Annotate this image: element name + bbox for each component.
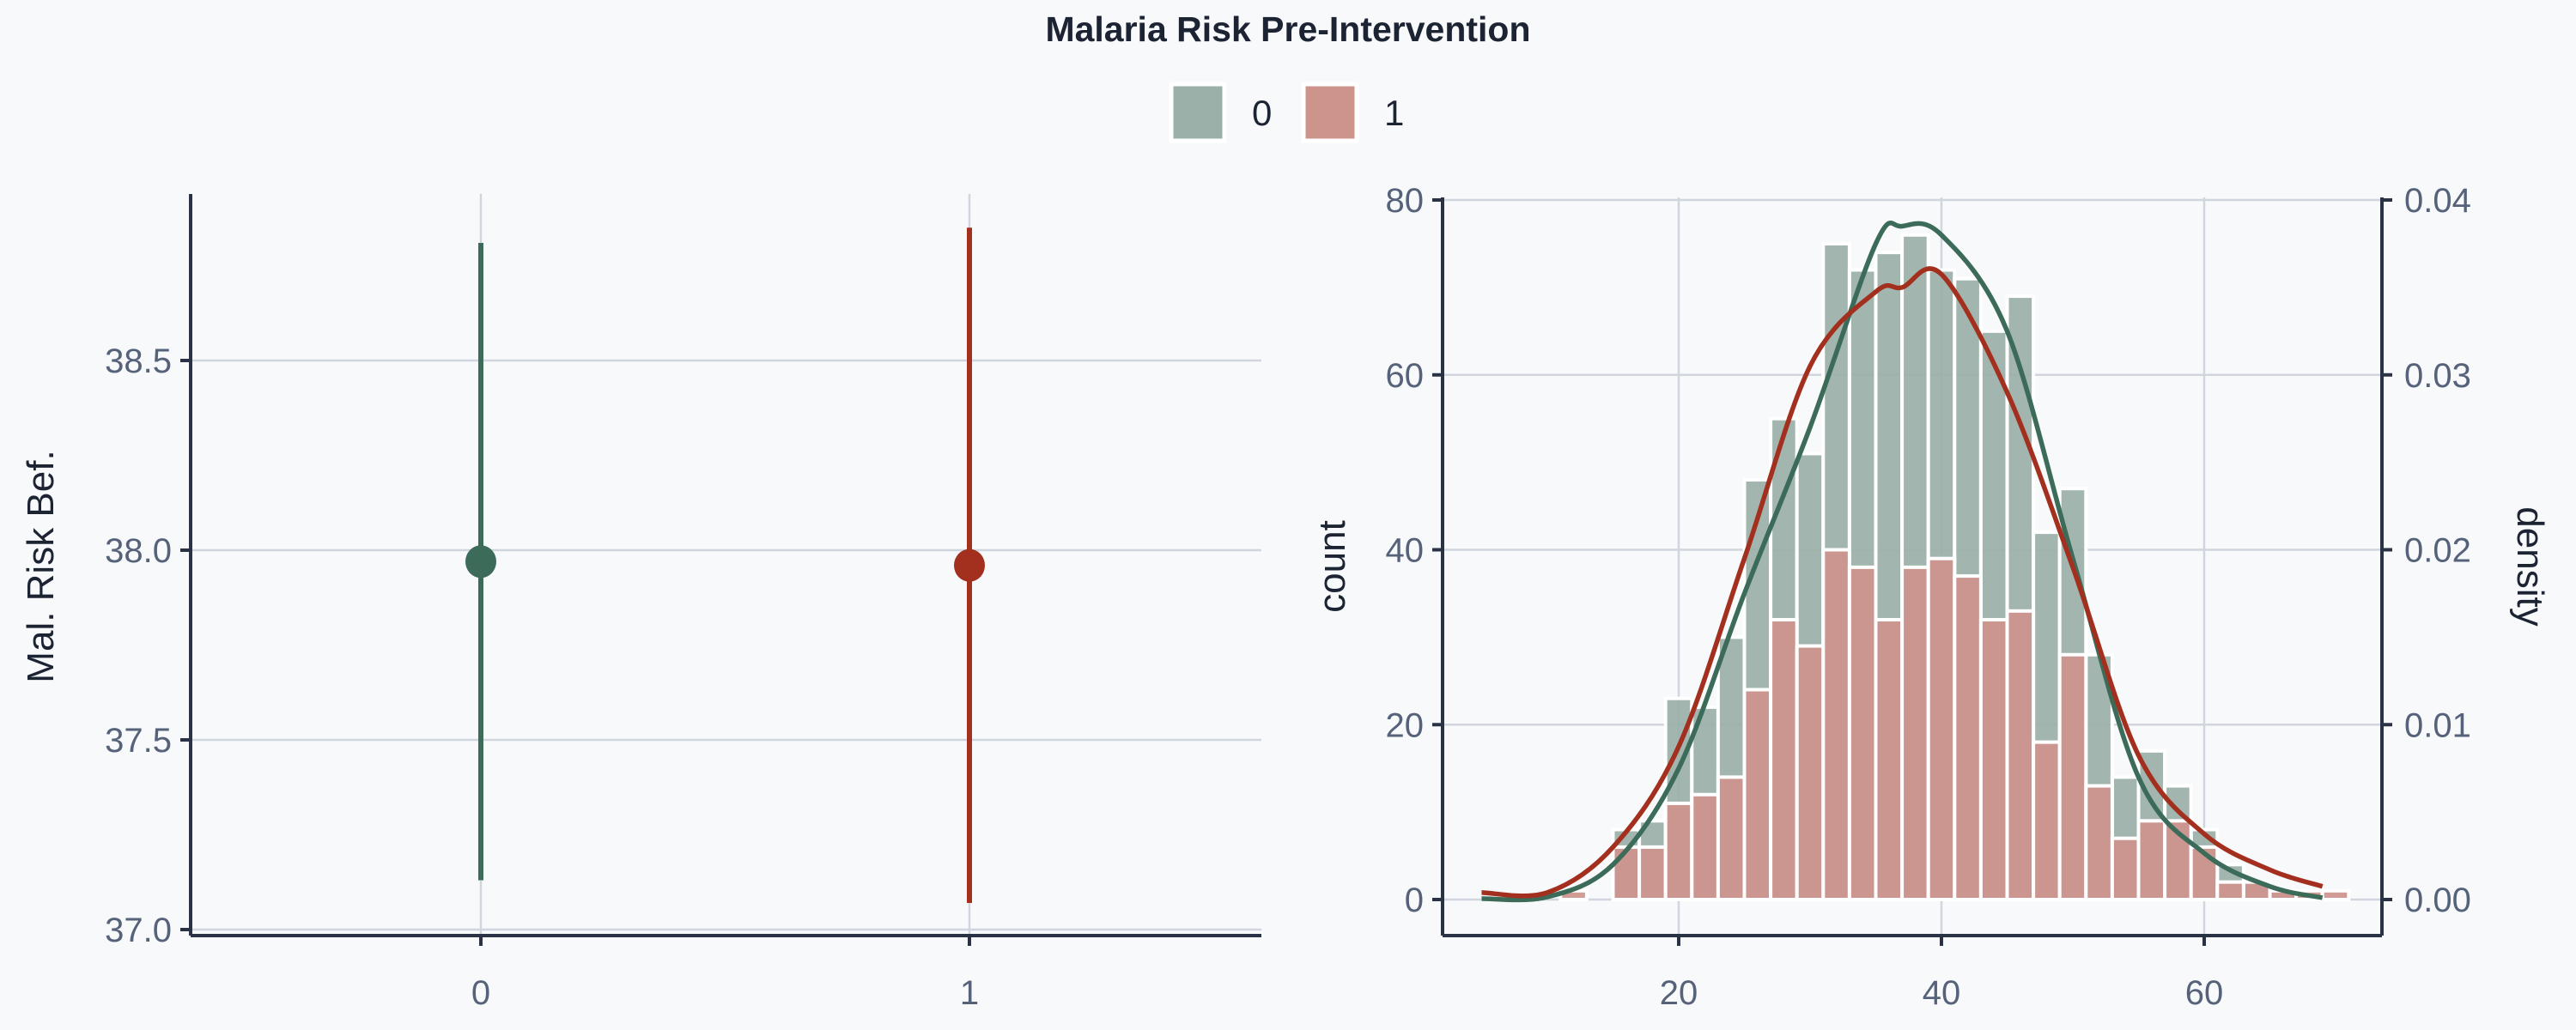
x-tick-label: 40 [1923,974,1961,1012]
mean-point-1 [954,548,985,582]
histogram-bar-1 [1795,644,1826,901]
histogram-bar-1 [2110,836,2141,901]
histogram-bar-1 [1742,688,1773,901]
count-tick-label: 40 [1386,532,1425,570]
count-tick-label: 80 [1386,182,1425,220]
count-tick-label: 0 [1405,882,1424,919]
histogram-bar-1 [2215,880,2245,901]
count-tick-label: 20 [1386,706,1425,744]
histogram-bar-1 [2032,740,2062,901]
y-tick-label: 37.0 [105,912,172,949]
x-tick-label: 20 [1660,974,1698,1012]
histogram-bar-1 [1978,618,2009,901]
histogram-bar-1 [2057,652,2088,901]
histogram-bar-1 [1953,574,1983,901]
y-tick-label: 37.5 [105,722,172,760]
legend-swatch-0 [1169,82,1227,143]
legend-label-0: 0 [1252,93,1272,133]
legend: 0 1 [1169,82,1404,143]
density-axis-label: density [2509,506,2551,626]
histogram-bar-1 [1900,565,1930,901]
pointrange-panel: 37.0 37.5 38.0 38.5 0 1 [105,194,1261,1012]
histogram-bar-1 [2136,819,2167,901]
histogram-bar-1 [1690,792,1720,901]
histogram-panel: 0 20 40 60 80 0.00 0.01 0.02 0.03 0.04 20 40 60 [1386,182,2471,1012]
legend-swatch-1 [1301,82,1359,143]
histogram-bar-1 [1611,845,1642,901]
histogram-bar-1 [2005,609,2036,901]
x-tick-label: 1 [960,974,979,1012]
density-tick-label: 0.03 [2404,357,2471,395]
density-tick-label: 0.00 [2404,882,2471,919]
y-tick-label: 38.0 [105,532,172,570]
x-tick-label: 60 [2185,974,2224,1012]
histogram-bar-1 [1874,618,1905,901]
histogram-bar-1 [1821,548,1851,901]
histogram-bar-1 [2084,784,2114,901]
histogram-bar-1 [1716,775,1747,901]
histogram-bar-1 [1926,556,1957,901]
chart-title: Malaria Risk Pre-Intervention [1045,9,1530,49]
histogram-bar-1 [1663,801,1694,901]
histogram-bar-1 [1637,845,1668,901]
density-line-1 [1481,266,2324,899]
legend-label-1: 1 [1384,93,1404,133]
count-tick-label: 60 [1386,357,1425,395]
x-tick-label: 0 [471,974,490,1012]
histogram-bar-1 [1847,565,1878,901]
histogram-bar-1 [2320,888,2351,901]
histogram-bar-1 [1769,618,1799,901]
density-tick-label: 0.01 [2404,706,2471,744]
mean-point-0 [465,545,496,579]
density-line-0 [1481,221,2324,903]
density-tick-label: 0.02 [2404,532,2471,570]
count-axis-label: count [1311,520,1353,613]
y-tick-label: 38.5 [105,342,172,380]
density-tick-label: 0.04 [2404,182,2471,220]
left-y-axis-label: Mal. Risk Bef. [20,450,62,682]
